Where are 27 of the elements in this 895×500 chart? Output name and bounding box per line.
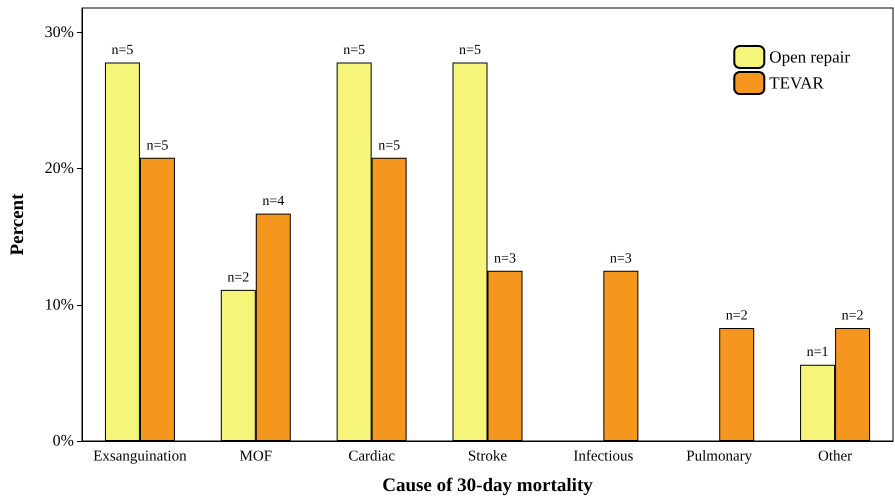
legend-label: TEVAR (769, 74, 824, 92)
y-axis-title: Percent (7, 192, 28, 256)
annotation: n=3 (494, 251, 516, 266)
x-axis-title: Cause of 30-day mortality (382, 475, 594, 496)
annotation: n=2 (842, 308, 864, 324)
y-tick-label: 0% (52, 432, 74, 450)
y-tick-label: 10% (44, 296, 74, 314)
legend-label: Open repair (769, 48, 850, 66)
x-tick-label: Pulmonary (686, 448, 753, 464)
annotation: n=3 (610, 251, 632, 266)
annotation: n=5 (378, 138, 400, 154)
annotation: n=5 (146, 138, 168, 154)
annotation: n=5 (343, 42, 366, 58)
x-tick-label: Cardiac (348, 448, 396, 464)
x-tick-label: Stroke (468, 448, 508, 464)
x-tick-label: Infectious (573, 448, 634, 464)
annotation: n=1 (806, 345, 829, 360)
annotation: n=2 (227, 270, 250, 286)
x-tick-label: MOF (240, 448, 272, 464)
annotation: n=5 (459, 42, 481, 58)
y-tick-label: 30% (44, 24, 74, 42)
y-tick-label: 20% (44, 160, 74, 178)
x-tick-label: Other (818, 448, 852, 464)
x-tick-label: Exsanguination (93, 448, 188, 464)
annotation: n=2 (726, 308, 748, 324)
annotation: n=5 (111, 42, 134, 58)
annotation: n=4 (262, 194, 284, 210)
